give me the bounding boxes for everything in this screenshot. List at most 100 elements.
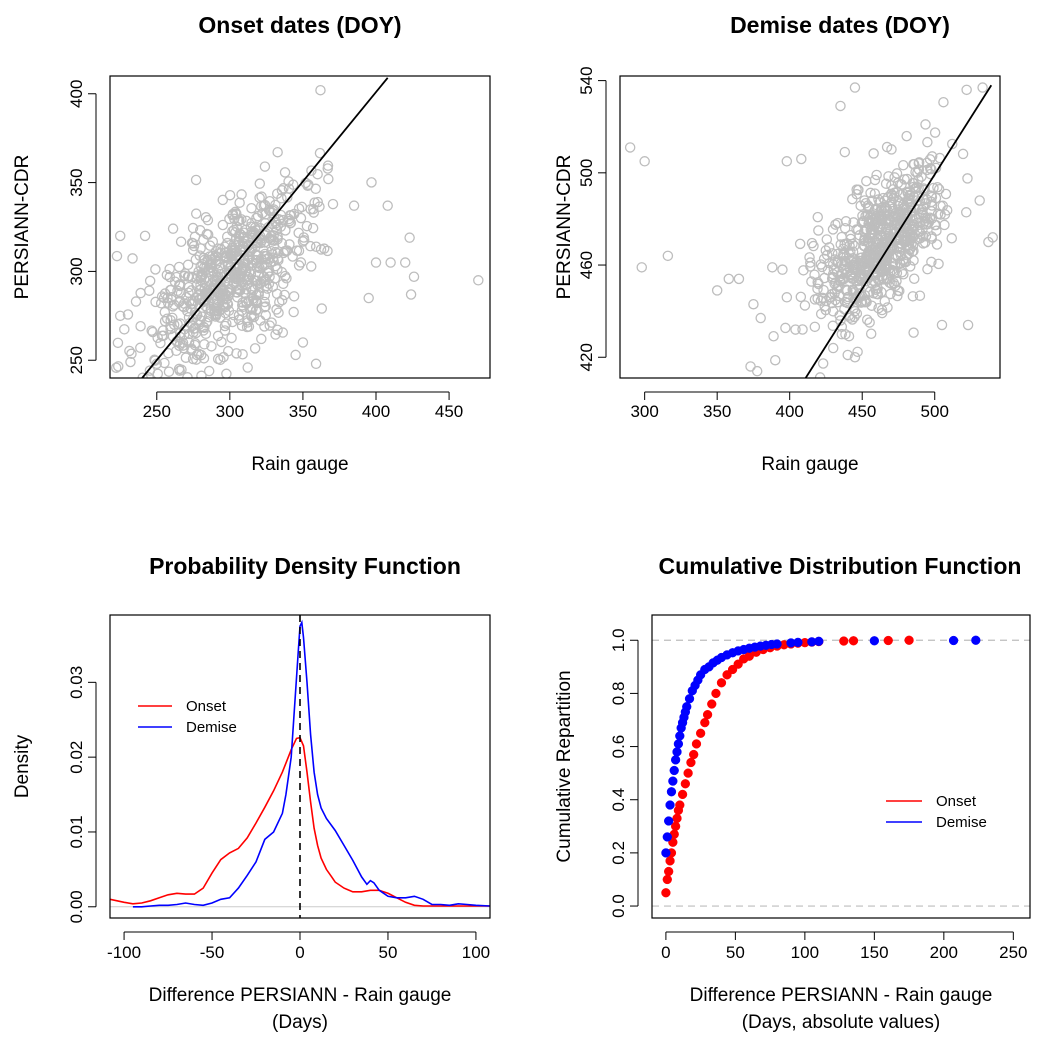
data-point bbox=[295, 212, 307, 224]
data-point-demise bbox=[793, 637, 803, 648]
data-point bbox=[812, 277, 823, 288]
data-point bbox=[119, 324, 130, 335]
data-point bbox=[922, 219, 933, 230]
data-point bbox=[295, 257, 307, 268]
data-point bbox=[768, 330, 779, 342]
data-point bbox=[224, 213, 235, 225]
data-point bbox=[870, 284, 881, 296]
data-point-onset bbox=[716, 678, 727, 688]
data-point bbox=[873, 274, 884, 286]
data-point bbox=[166, 292, 177, 303]
data-point bbox=[866, 278, 878, 289]
data-point-onset bbox=[883, 635, 893, 646]
data-point bbox=[366, 177, 377, 188]
data-point bbox=[230, 206, 241, 218]
data-point bbox=[194, 250, 205, 261]
legend-label: Demise bbox=[186, 719, 237, 736]
data-point bbox=[227, 209, 238, 221]
data-point bbox=[864, 250, 875, 261]
data-point bbox=[183, 271, 195, 282]
y-tick-label: 0.2 bbox=[609, 841, 628, 865]
data-point bbox=[827, 342, 839, 354]
data-point bbox=[217, 289, 229, 300]
data-point bbox=[939, 219, 950, 231]
data-point bbox=[835, 257, 847, 269]
data-point bbox=[841, 238, 853, 250]
data-point bbox=[869, 174, 881, 186]
data-point bbox=[146, 325, 157, 336]
data-point bbox=[892, 208, 903, 219]
data-point-demise bbox=[869, 636, 880, 646]
data-point bbox=[278, 214, 289, 226]
x-tick-label: 50 bbox=[379, 943, 398, 962]
data-point bbox=[865, 328, 877, 339]
data-point bbox=[946, 233, 957, 244]
data-point bbox=[263, 278, 275, 289]
data-point-demise bbox=[684, 694, 695, 704]
data-point-onset bbox=[677, 789, 688, 800]
series-line-demise bbox=[132, 619, 490, 908]
x-tick-label: 500 bbox=[921, 402, 949, 421]
data-point bbox=[404, 232, 415, 243]
chart-title: Probability Density Function bbox=[149, 553, 461, 579]
data-point-onset bbox=[711, 688, 721, 699]
data-point bbox=[824, 292, 835, 303]
data-point bbox=[871, 169, 882, 181]
data-point bbox=[231, 233, 242, 244]
data-point bbox=[936, 319, 948, 331]
data-point bbox=[909, 202, 920, 214]
data-point-onset bbox=[662, 874, 672, 885]
data-point bbox=[196, 370, 207, 378]
data-point bbox=[767, 262, 778, 273]
data-point bbox=[748, 298, 759, 310]
data-point bbox=[911, 224, 923, 236]
data-point bbox=[886, 144, 897, 155]
data-point bbox=[298, 235, 310, 246]
data-point bbox=[925, 163, 937, 175]
y-tick-label: 0.0 bbox=[609, 894, 628, 918]
data-point bbox=[233, 230, 244, 242]
data-point bbox=[799, 300, 811, 311]
data-point-demise bbox=[661, 848, 671, 858]
data-point bbox=[164, 263, 175, 275]
data-point bbox=[182, 305, 193, 317]
data-point bbox=[835, 315, 846, 326]
data-point bbox=[878, 274, 890, 285]
data-point bbox=[940, 188, 952, 200]
data-point bbox=[276, 185, 288, 196]
data-point bbox=[302, 180, 314, 191]
data-point bbox=[906, 238, 917, 249]
data-point bbox=[892, 290, 903, 302]
regression-line bbox=[804, 84, 993, 378]
data-point bbox=[862, 252, 873, 263]
data-point bbox=[236, 320, 248, 331]
data-point bbox=[183, 281, 195, 293]
x-tick-label: 200 bbox=[930, 943, 958, 962]
data-point bbox=[226, 332, 237, 344]
data-point bbox=[869, 188, 881, 199]
data-point bbox=[200, 212, 212, 223]
data-point bbox=[167, 312, 178, 324]
data-point bbox=[220, 250, 231, 262]
data-point bbox=[253, 287, 265, 298]
data-point bbox=[221, 368, 232, 378]
data-point bbox=[215, 262, 226, 274]
data-point bbox=[876, 237, 888, 248]
data-point bbox=[888, 184, 899, 195]
data-point bbox=[873, 210, 885, 222]
data-point-demise bbox=[668, 776, 678, 786]
x-axis-label: Rain gauge bbox=[761, 454, 858, 475]
x-tick-label: 450 bbox=[848, 402, 876, 421]
data-point bbox=[229, 247, 240, 258]
data-point bbox=[639, 156, 650, 167]
data-point bbox=[857, 210, 868, 222]
x-tick-label: 50 bbox=[726, 943, 745, 962]
data-point bbox=[826, 288, 838, 300]
data-point bbox=[178, 342, 189, 354]
data-point bbox=[901, 130, 912, 142]
data-point bbox=[821, 234, 833, 245]
x-axis-label: Difference PERSIANN - Rain gauge bbox=[690, 985, 993, 1006]
data-point bbox=[150, 296, 161, 308]
data-point bbox=[867, 208, 879, 219]
data-point bbox=[408, 271, 420, 282]
